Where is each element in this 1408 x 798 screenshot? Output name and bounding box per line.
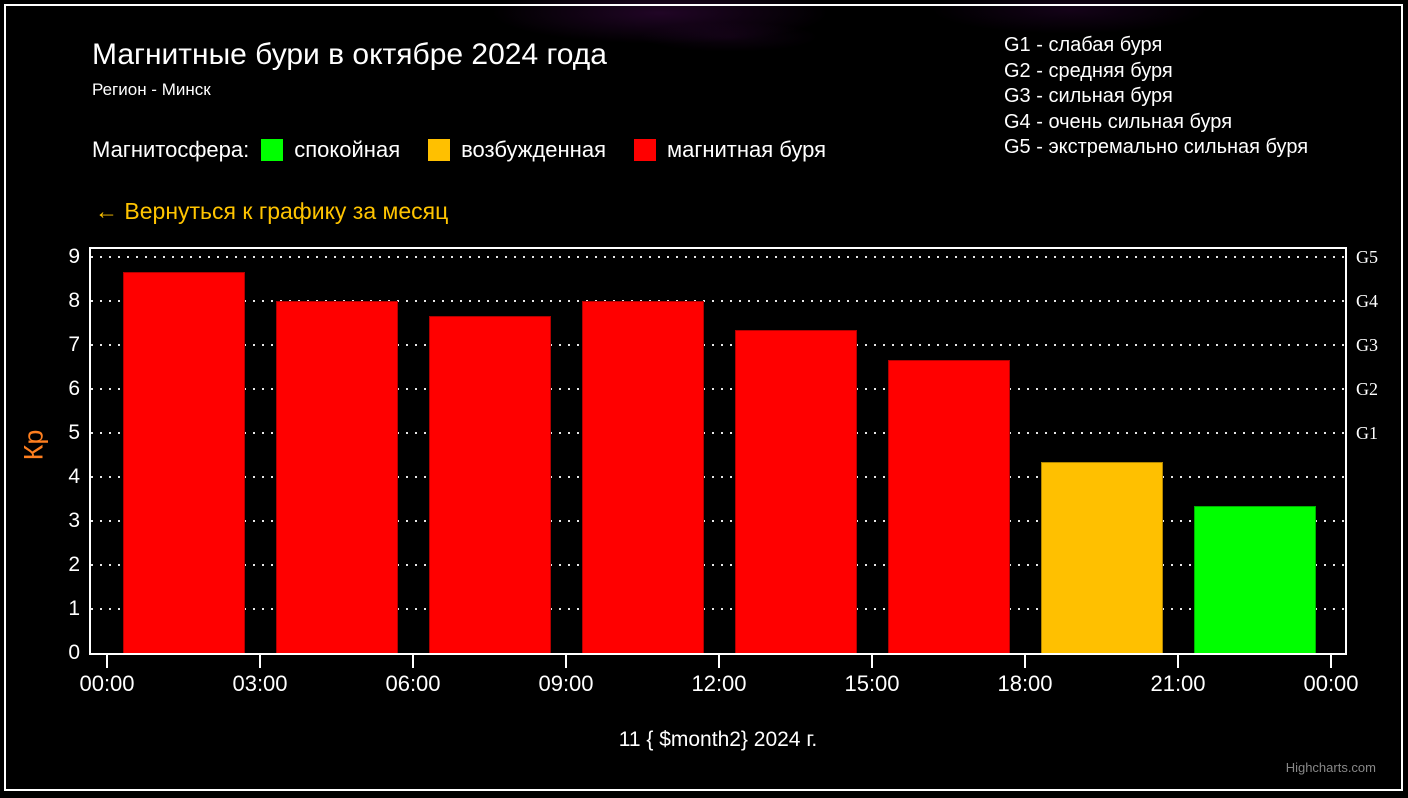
legend-item-label: магнитная буря — [666, 137, 827, 162]
storm-scale-g3: G3 - сильная буря — [1004, 85, 1173, 107]
storm-scale-legend: G1 - слабая буря G2 - средняя буря G3 - … — [1004, 33, 1308, 161]
x-axis-tick-1 — [259, 655, 261, 668]
storm-scale-g2: G2 - средняя буря — [1004, 59, 1173, 82]
y-axis-label-0: 0 — [68, 641, 80, 664]
right-axis-label-g1: G1 — [1356, 423, 1378, 443]
x-axis-tick-5 — [871, 655, 873, 668]
gridline-kp-9 — [91, 256, 1345, 258]
back-to-month-link[interactable]: ← Вернуться к графику за месяц — [95, 198, 449, 224]
x-axis-tick-4 — [718, 655, 720, 668]
legend-item-label: возбужденная — [461, 137, 606, 162]
background-artifact — [640, 22, 820, 52]
legend-title: Магнитосфера: — [92, 137, 250, 162]
x-axis-label-0: 00:00 — [79, 671, 135, 696]
gridline-kp-3 — [91, 520, 1345, 522]
y-axis-label-2: 2 — [68, 553, 80, 576]
x-axis-label-8: 00:00 — [1303, 671, 1359, 696]
y-axis-label-9: 9 — [68, 245, 80, 268]
storm-scale-g1: G1 - слабая буря — [1004, 34, 1163, 56]
x-axis-label-2: 06:00 — [385, 671, 441, 696]
x-axis-tick-6 — [1024, 655, 1026, 668]
gridline-kp-5 — [91, 432, 1345, 434]
x-axis-label-1: 03:00 — [232, 671, 288, 696]
x-axis-tick-3 — [565, 655, 567, 668]
kp-bar-18:00-21:00[interactable] — [1040, 462, 1163, 653]
y-axis-label-4: 4 — [68, 465, 80, 488]
right-axis-label-g3: G3 — [1356, 335, 1378, 355]
y-axis-label-6: 6 — [68, 377, 80, 400]
orange-swatch-icon — [428, 139, 451, 161]
storm-scale-g4: G4 - очень сильная буря — [1004, 110, 1233, 133]
gridline-kp-2 — [91, 564, 1345, 566]
x-axis-tick-7 — [1177, 655, 1179, 668]
legend-item-quiet: спокойная — [261, 137, 400, 163]
gridline-kp-7 — [91, 344, 1345, 346]
right-axis-label-g5: G5 — [1356, 247, 1378, 267]
y-axis-label-7: 7 — [68, 333, 80, 356]
kp-bar-03:00-06:00[interactable] — [275, 301, 398, 653]
magnetosphere-legend: Магнитосфера: спокойная возбужденная маг… — [92, 137, 854, 163]
legend-item-storm: магнитная буря — [633, 137, 827, 163]
x-axis-tick-0 — [106, 655, 108, 668]
gridline-kp-6 — [91, 388, 1345, 390]
gridline-kp-8 — [91, 300, 1345, 302]
kp-bar-09:00-12:00[interactable] — [581, 301, 704, 653]
x-axis-label-7: 21:00 — [1150, 671, 1206, 696]
x-axis-title: 11 { $month2} 2024 г. — [618, 728, 818, 751]
kp-bar-00:00-03:00[interactable] — [122, 272, 245, 653]
x-axis-tick-8 — [1330, 655, 1332, 668]
gridline-kp-1 — [91, 608, 1345, 610]
x-axis-label-5: 15:00 — [844, 671, 900, 696]
kp-bar-21:00-00:00[interactable] — [1193, 506, 1316, 653]
right-axis-label-g2: G2 — [1356, 379, 1378, 399]
kp-bar-06:00-09:00[interactable] — [428, 316, 551, 653]
gridline-kp-4 — [91, 476, 1345, 478]
storm-scale-g5: G5 - экстремально сильная буря — [1004, 136, 1309, 158]
x-axis-label-4: 12:00 — [691, 671, 747, 696]
red-swatch-icon — [633, 139, 656, 161]
y-axis-label-5: 5 — [68, 421, 80, 444]
y-axis-label-3: 3 — [68, 509, 80, 532]
legend-item-label: спокойная — [294, 137, 401, 162]
y-axis-label-8: 8 — [68, 289, 80, 312]
right-axis-label-g4: G4 — [1356, 291, 1378, 311]
plot-area — [89, 247, 1347, 655]
page-title: Магнитные бури в октябре 2024 года — [92, 38, 607, 71]
y-axis-label-1: 1 — [68, 597, 80, 620]
kp-bar-12:00-15:00[interactable] — [734, 330, 857, 653]
green-swatch-icon — [261, 139, 284, 161]
x-axis-label-3: 09:00 — [538, 671, 594, 696]
kp-bar-15:00-18:00[interactable] — [887, 360, 1010, 653]
page-subtitle: Регион - Минск — [92, 80, 211, 99]
highcharts-credit[interactable]: Highcharts.com — [1285, 760, 1376, 775]
x-axis-label-6: 18:00 — [997, 671, 1053, 696]
background-artifact — [930, 0, 1210, 34]
x-axis-tick-2 — [412, 655, 414, 668]
legend-item-excited: возбужденная — [428, 137, 606, 163]
